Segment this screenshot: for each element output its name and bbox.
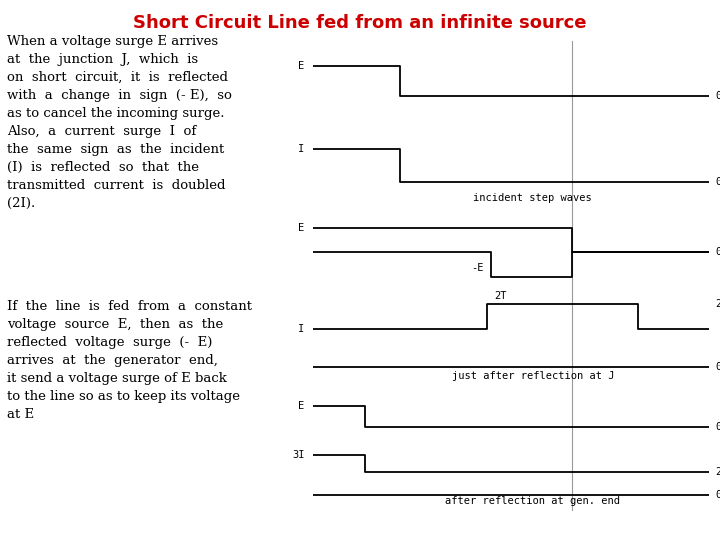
Text: 3I: 3I [292,450,305,460]
Text: I: I [298,144,305,154]
Text: -E: -E [472,263,484,273]
Text: When a voltage surge E arrives
at  the  junction  J,  which  is
on  short  circu: When a voltage surge E arrives at the ju… [7,35,232,210]
Text: 2I: 2I [715,467,720,477]
Text: 0: 0 [715,490,720,500]
Text: after reflection at gen. end: after reflection at gen. end [445,496,621,505]
Text: Short Circuit Line fed from an infinite source: Short Circuit Line fed from an infinite … [133,14,587,31]
Text: If  the  line  is  fed  from  a  constant
voltage  source  E,  then  as  the
ref: If the line is fed from a constant volta… [7,300,252,421]
Text: 2T: 2T [495,291,507,301]
Text: just after reflection at J: just after reflection at J [451,371,614,381]
Text: E: E [298,62,305,71]
Text: I: I [298,323,305,334]
Text: 0: 0 [715,422,720,433]
Text: E: E [298,401,305,411]
Text: 0: 0 [715,247,720,257]
Text: 0: 0 [715,177,720,187]
Text: 0: 0 [715,362,720,372]
Text: E: E [298,223,305,233]
Text: incident step waves: incident step waves [474,193,592,202]
Text: 2T: 2T [715,299,720,309]
Text: 0: 0 [715,91,720,102]
